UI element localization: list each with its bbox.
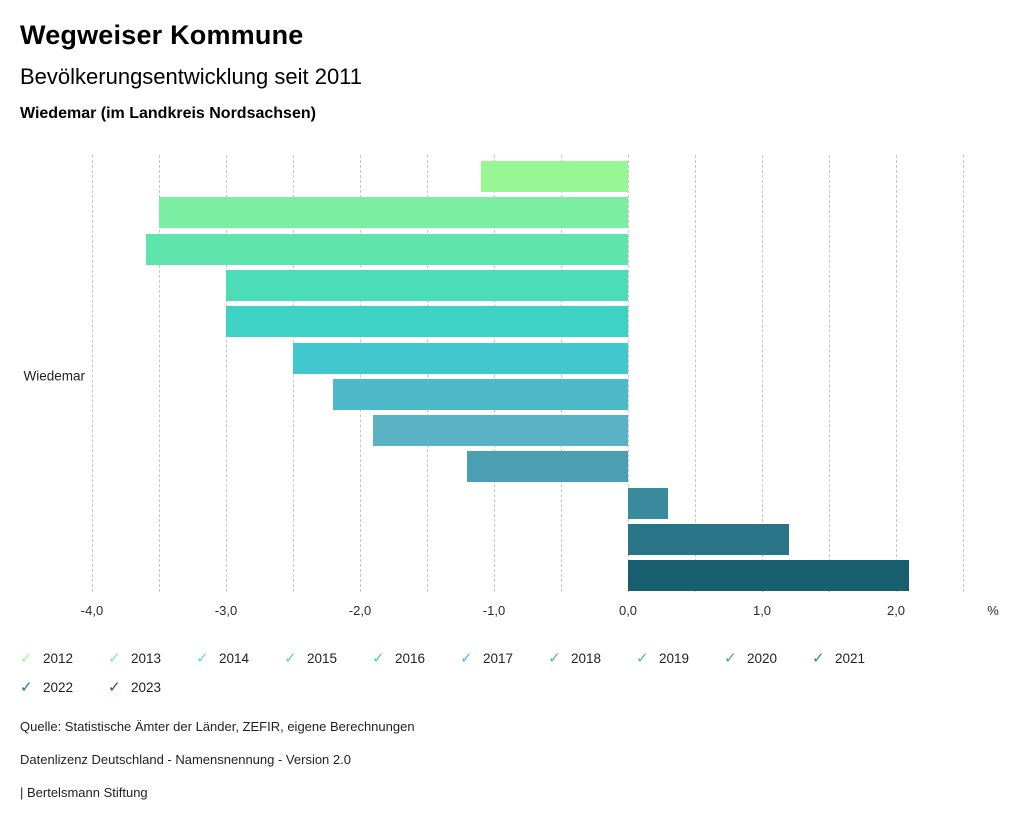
- legend-year-label: 2021: [835, 650, 866, 666]
- x-tick-label: -4,0: [80, 603, 104, 618]
- check-icon: ✓: [196, 650, 209, 667]
- license-line: Datenlizenz Deutschland - Namensnennung …: [20, 752, 351, 767]
- bar-2016[interactable]: [226, 306, 628, 337]
- legend-item-2017[interactable]: ✓ 2017: [460, 649, 548, 667]
- gridline: [695, 155, 696, 592]
- gridline: [963, 155, 964, 592]
- gridline: [762, 155, 763, 592]
- y-axis-category-label: Wiedemar: [23, 368, 85, 384]
- gridline: [628, 155, 629, 592]
- x-axis: -4,0 -3,0 -2,0 -1,0 0,0 1,0 2,0%: [0, 603, 1024, 623]
- source-line: Quelle: Statistische Ämter der Länder, Z…: [20, 719, 415, 734]
- legend-item-2020[interactable]: ✓ 2020: [724, 649, 812, 667]
- x-tick-label: 1,0: [752, 603, 772, 618]
- legend-item-2014[interactable]: ✓ 2014: [196, 649, 284, 667]
- legend-year-label: 2023: [131, 679, 162, 695]
- app-title: Wegweiser Kommune: [20, 20, 304, 50]
- chart-legend: ✓ 2012 ✓ 2013 ✓ 2014 ✓ 2015 ✓ 2016 ✓ 2017 ✓ 2018 ✓ 2019…: [20, 649, 920, 696]
- check-icon: ✓: [636, 650, 649, 667]
- legend-year-label: 2014: [219, 650, 250, 666]
- check-icon: ✓: [284, 650, 297, 667]
- gridline: [159, 155, 160, 592]
- check-icon: ✓: [460, 650, 473, 667]
- bar-2020[interactable]: [467, 451, 628, 482]
- bar-2014[interactable]: [145, 234, 628, 265]
- x-tick-label: -1,0: [482, 603, 506, 618]
- chart-title: Bevölkerungsentwicklung seit 2011: [20, 64, 363, 89]
- legend-item-2013[interactable]: ✓ 2013: [108, 649, 196, 667]
- x-tick-label: -2,0: [348, 603, 372, 618]
- gridline: [92, 155, 93, 592]
- bar-2017[interactable]: [293, 343, 628, 374]
- axis-unit-label: %: [987, 603, 999, 618]
- bar-2022[interactable]: [628, 524, 789, 555]
- check-icon: ✓: [812, 650, 825, 667]
- plot-area: [0, 153, 1024, 592]
- gridline: [226, 155, 227, 592]
- check-icon: ✓: [108, 650, 121, 667]
- legend-item-2018[interactable]: ✓ 2018: [548, 649, 636, 667]
- check-icon: ✓: [20, 650, 33, 667]
- bar-2012[interactable]: [480, 161, 628, 192]
- chart-header: Wegweiser Kommune Bevölkerungsentwicklun…: [0, 0, 1024, 123]
- legend-year-label: 2018: [571, 650, 602, 666]
- gridline: [896, 155, 897, 592]
- check-icon: ✓: [372, 650, 385, 667]
- check-icon: ✓: [724, 650, 737, 667]
- legend-item-2023[interactable]: ✓ 2023: [108, 678, 196, 696]
- legend-year-label: 2013: [131, 650, 162, 666]
- legend-year-label: 2019: [659, 650, 690, 666]
- region-title: Wiedemar (im Landkreis Nordsachsen): [20, 105, 316, 122]
- x-tick-label: -3,0: [214, 603, 238, 618]
- gridline: [829, 155, 830, 592]
- bar-2015[interactable]: [226, 270, 628, 301]
- bar-2013[interactable]: [159, 197, 628, 228]
- legend-item-2012[interactable]: ✓ 2012: [20, 649, 108, 667]
- legend-year-label: 2016: [395, 650, 426, 666]
- check-icon: ✓: [548, 650, 561, 667]
- chart-footer: Quelle: Statistische Ämter der Länder, Z…: [20, 719, 1024, 800]
- legend-year-label: 2015: [307, 650, 338, 666]
- bar-2018[interactable]: [333, 379, 628, 410]
- legend-year-label: 2017: [483, 650, 514, 666]
- legend-year-label: 2022: [43, 679, 74, 695]
- legend-year-label: 2012: [43, 650, 74, 666]
- bar-2021[interactable]: [628, 488, 669, 519]
- legend-item-2021[interactable]: ✓ 2021: [812, 649, 900, 667]
- publisher-line: | Bertelsmann Stiftung: [20, 785, 148, 800]
- legend-item-2016[interactable]: ✓ 2016: [372, 649, 460, 667]
- bar-2023[interactable]: [628, 560, 910, 591]
- legend-item-2015[interactable]: ✓ 2015: [284, 649, 372, 667]
- legend-year-label: 2020: [747, 650, 778, 666]
- x-tick-label: 2,0: [886, 603, 906, 618]
- x-tick-label: 0,0: [618, 603, 638, 618]
- check-icon: ✓: [20, 679, 33, 696]
- check-icon: ✓: [108, 679, 121, 696]
- bar-2019[interactable]: [373, 415, 628, 446]
- population-chart: Wiedemar -4,0 -3,0 -2,0 -1,0 0,0 1,0 2,0%: [0, 153, 1024, 623]
- legend-item-2022[interactable]: ✓ 2022: [20, 678, 108, 696]
- legend-item-2019[interactable]: ✓ 2019: [636, 649, 724, 667]
